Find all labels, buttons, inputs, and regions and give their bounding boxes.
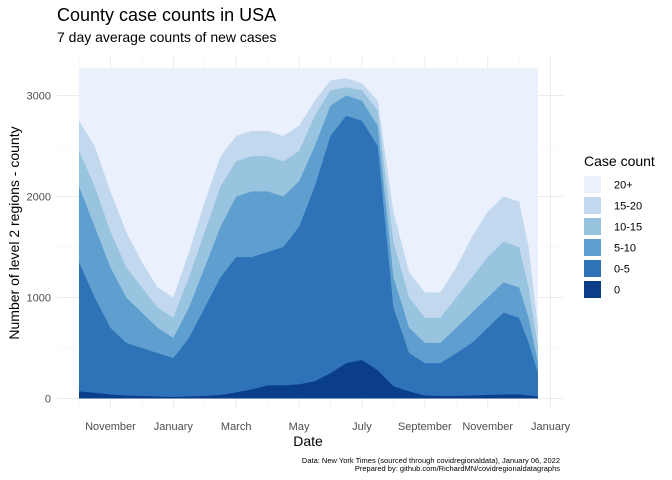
legend-label: 0-5 [614,264,630,276]
area-series-0-5 [79,115,538,399]
legend-title: Case count [584,153,655,169]
y-tick-label: 1000 [27,293,51,305]
x-axis-title: Date [293,433,323,449]
legend-items: 20+ 15-20 10-15 5-10 0-5 0 [584,176,642,298]
caption-source: Data: New York Times (sourced through co… [302,456,560,465]
x-tick-label: November [462,421,513,433]
x-tick-label: May [289,421,310,433]
chart-title: County case counts in USA [57,5,276,25]
axis-ticks: 0 1000 2000 3000 November January March May July… [27,91,571,434]
x-tick-label: January [531,421,571,433]
legend-label: 5-10 [614,243,636,255]
x-tick-label: July [352,421,372,433]
x-tick-label: November [85,421,136,433]
caption-prepared-by: Prepared by: github.com/RichardMN/covidr… [355,464,560,473]
chart-subtitle: 7 day average counts of new cases [57,29,276,45]
legend-swatch [584,260,601,277]
x-tick-label: March [221,421,252,433]
y-tick-label: 3000 [27,91,51,103]
plot-areas [79,68,538,399]
y-axis-title: Number of level 2 regions - county [6,126,22,339]
legend-label: 20+ [614,180,633,192]
x-tick-label: September [398,421,452,433]
y-tick-label: 0 [45,394,51,406]
legend-swatch [584,197,601,214]
legend-label: 10-15 [614,222,642,234]
legend-label: 0 [614,285,620,297]
legend-swatch [584,176,601,193]
legend: Case count 20+ 15-20 10-15 5-10 0-5 0 [584,153,655,298]
legend-label: 15-20 [614,201,642,213]
legend-swatch [584,239,601,256]
y-tick-label: 2000 [27,192,51,204]
x-tick-label: January [154,421,194,433]
area-series-0 [79,360,538,399]
legend-swatch [584,218,601,235]
legend-swatch [584,281,601,298]
